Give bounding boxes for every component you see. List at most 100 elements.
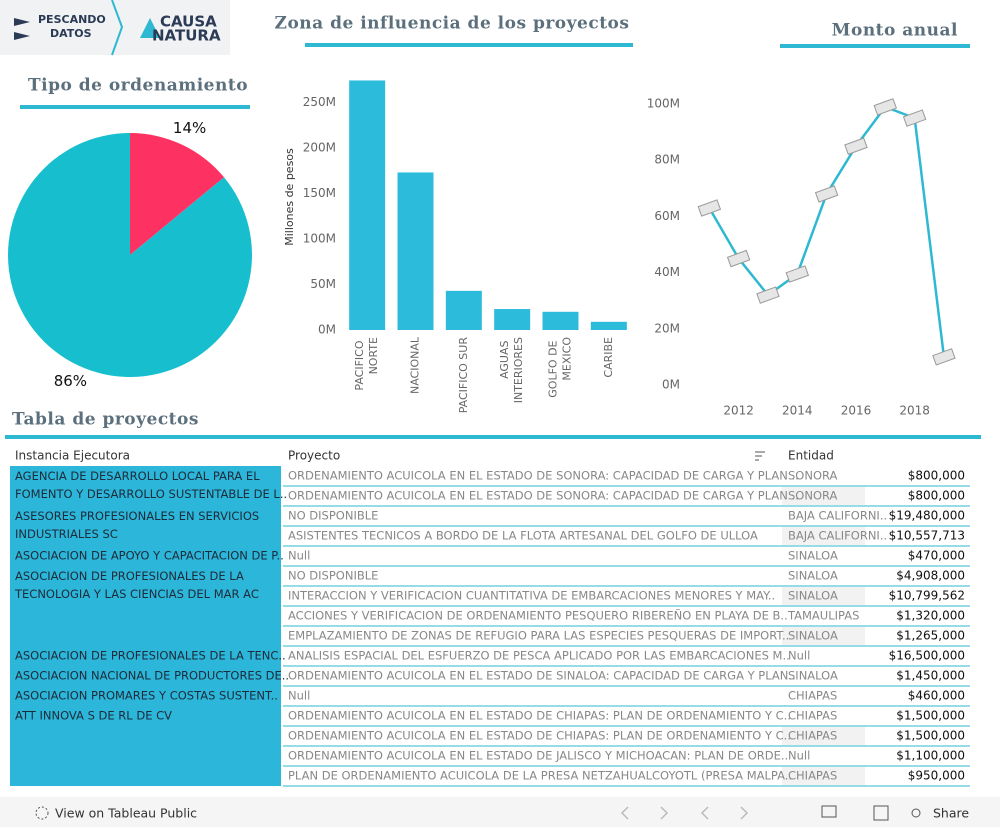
instancia-cell: ASOCIACION DE PROFESIONALES DE LA TECNOL… [14,569,259,601]
money-marker [902,109,927,127]
label-line: PACIFICO [353,337,366,391]
logo-text: DATOS [50,27,92,40]
line [708,105,946,358]
monto-cell: $800,000 [908,489,965,503]
group-cell [10,666,281,686]
y-tick-label: 40M [654,265,680,279]
entidad-cell: CHIAPAS [788,729,837,743]
entidad-bg [782,527,865,545]
entidad-bg [782,547,865,565]
cell-line: ASESORES PROFESIONALES EN SERVICIOS [15,509,263,523]
title-rule [780,44,970,48]
entidad-cell: BAJA CALIFORNI.. [788,509,887,523]
y-tick-label: 100M [303,231,336,245]
download-button[interactable] [821,805,837,818]
title-rule [20,105,250,109]
instancia-cell: ASOCIACION NACIONAL DE PRODUCTORES DE.. [15,669,289,683]
cell-line: FOMENTO Y DESARROLLO SUSTENTABLE DE L.. [15,487,287,501]
bar [397,172,434,330]
entidad-bg [782,567,865,585]
entidad-bg [782,667,865,685]
monto-cell: $1,320,000 [896,609,965,623]
money-marker [726,249,751,268]
group-cell [10,506,281,546]
entidad-cell: CHIAPAS [788,709,837,723]
view-link[interactable]: View on Tableau Public [55,806,197,821]
entidad-bg [782,747,865,765]
entidad-cell: Null [788,649,810,663]
logo-text: CAUSA [160,13,217,31]
monto-cell: $4,908,000 [896,569,965,583]
share-icon[interactable] [911,808,921,818]
entidad-bg [782,587,865,605]
y-tick-label: 20M [654,321,680,335]
proyecto-cell: Null [288,689,310,703]
bar [494,309,531,330]
monto-cell: $10,557,713 [889,529,965,543]
chart-title: Monto anual [832,21,958,41]
monto-cell: $1,450,000 [896,669,965,683]
x-tick-label: PACIFICO SUR [457,337,470,414]
group-cell [10,566,281,646]
entidad-cell: Null [788,749,810,763]
data-label: 14% [173,119,206,137]
money-marker [844,137,868,155]
toolbar [0,797,1000,827]
cell-line: TECNOLOGIA Y LAS CIENCIAS DEL MAR AC [14,587,259,601]
monto-cell: $800,000 [908,469,965,483]
entidad-cell: TAMAULIPAS [787,609,859,623]
tableau-icon[interactable] [35,806,49,820]
instancia-cell: ATT INNOVA S DE RL DE CV [15,709,172,723]
entidad-bg [782,627,865,645]
proyecto-cell: ORDENAMIENTO ACUICOLA EN EL ESTADO DE CH… [288,729,791,743]
entidad-bg [782,607,865,625]
entidad-bg [782,507,865,525]
label-line: INTERIORES [512,337,525,403]
cell-line: AGENCIA DE DESARROLLO LOCAL PARA EL [15,469,263,483]
proyecto-cell: ORDENAMIENTO ACUICOLA EN EL ESTADO DE SO… [288,489,799,503]
x-tick-label: 2014 [782,404,813,418]
label-line: AGUAS [498,337,511,379]
x-tick-label: 2018 [899,404,930,418]
bar [542,311,579,330]
logo-fish [14,18,30,40]
logo-text: NATURA [152,27,221,45]
cell-line: INDUSTRIALES SC [15,527,118,541]
proyecto-cell: Null [288,549,310,563]
x-tick-label: NACIONAL [409,336,422,394]
money-marker [785,265,810,283]
proyecto-cell: NO DISPONIBLE [288,569,378,583]
entidad-bg [782,727,865,745]
monto-cell: $1,265,000 [896,629,965,643]
monto-cell: $470,000 [908,549,965,563]
chart-title: Zona de influencia de los proyectos [275,14,630,34]
instancia-cell: AGENCIA DE DESARROLLO LOCAL PARA EL FOME… [15,469,287,501]
proyecto-cell: ORDENAMIENTO ACUICOLA EN EL ESTADO DE JA… [288,749,788,763]
bar [349,80,386,330]
pie-slice [130,133,225,255]
fullscreen-button[interactable] [873,805,889,821]
money-marker [756,286,780,304]
monto-cell: $10,799,562 [889,589,965,603]
chart-title: Tipo de ordenamiento [28,76,248,96]
label-line: MEXICO [561,337,574,381]
money-marker [697,199,722,217]
proyecto-cell: ACCIONES Y VERIFICACION DE ORDENAMIENTO … [288,608,788,623]
data-label: 86% [54,372,87,390]
column-header: Entidad [788,449,834,463]
y-tick-label: 200M [303,140,336,154]
monto-cell: $1,100,000 [896,749,965,763]
proyecto-cell: ANALISIS ESPACIAL DEL ESFUERZO DE PESCA … [288,649,790,663]
share-button[interactable]: Share [933,806,969,821]
title-rule [305,43,633,47]
entidad-bg [782,647,865,665]
proyecto-cell: ASISTENTES TECNICOS A BORDO DE LA FLOTA … [288,529,758,543]
group-cell [10,646,281,666]
history-buttons[interactable] [620,806,749,820]
x-tick-label: PACIFICO NORTE [353,337,380,391]
entidad-bg [782,767,865,785]
x-tick-label: AGUAS INTERIORES [498,337,525,403]
cell-line: ASOCIACION DE PROFESIONALES DE LA [15,569,247,583]
instancia-cell: ASOCIACION DE APOYO Y CAPACITACION DE P.… [15,549,284,563]
